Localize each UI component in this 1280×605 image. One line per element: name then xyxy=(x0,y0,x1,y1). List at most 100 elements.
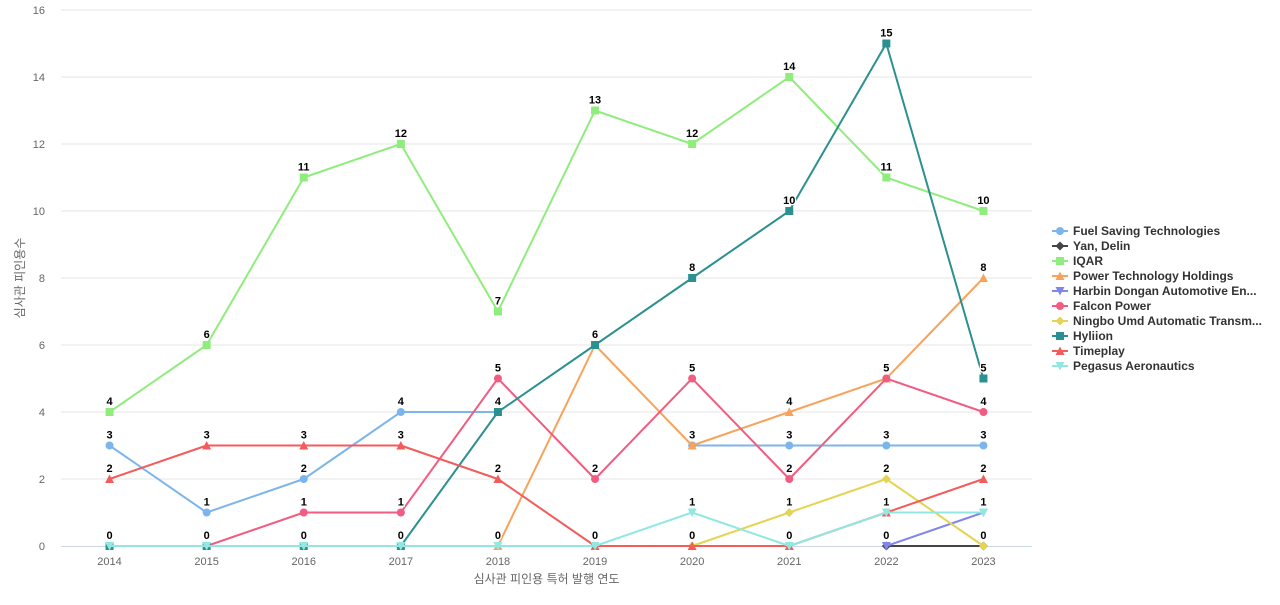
data-label: 5 xyxy=(689,363,695,375)
data-point xyxy=(882,173,891,182)
data-point xyxy=(785,73,794,81)
data-point xyxy=(299,475,308,483)
data-label: 3 xyxy=(398,430,404,442)
data-label: 1 xyxy=(301,497,307,509)
y-tick-label: 2 xyxy=(39,474,45,486)
data-label: 2 xyxy=(786,463,792,475)
data-point xyxy=(784,508,794,517)
data-point xyxy=(493,307,502,316)
data-point xyxy=(202,508,211,517)
legend-marker xyxy=(1055,271,1065,280)
y-tick-label: 0 xyxy=(39,541,45,553)
data-point xyxy=(784,407,794,416)
data-label: 7 xyxy=(495,296,501,308)
data-point xyxy=(979,441,988,450)
data-label: 0 xyxy=(689,530,695,542)
data-point xyxy=(202,542,212,551)
legend-label: IQAR xyxy=(1073,254,1103,268)
y-axis-title: 심사관 피인용수 xyxy=(13,238,27,319)
y-tick-label: 6 xyxy=(39,340,45,352)
legend-marker xyxy=(1056,332,1064,340)
legend-marker xyxy=(1055,316,1065,326)
legend-label: Harbin Dongan Automotive En... xyxy=(1073,284,1257,298)
legend-item-ningbo-umd-automatic-transm[interactable]: Ningbo Umd Automatic Transm... xyxy=(1052,314,1262,328)
legend-label: Yan, Delin xyxy=(1073,239,1130,253)
data-label: 4 xyxy=(786,396,793,408)
data-label: 10 xyxy=(783,195,795,207)
legend-label: Pegasus Aeronautics xyxy=(1073,359,1195,373)
series-line xyxy=(109,511,984,547)
legend-marker xyxy=(1056,302,1064,310)
data-label: 3 xyxy=(689,430,695,442)
data-point xyxy=(688,140,697,148)
data-label: 12 xyxy=(686,128,698,140)
legend-label: Power Technology Holdings xyxy=(1073,269,1234,283)
data-point xyxy=(688,274,697,282)
data-point xyxy=(299,508,308,517)
legend-marker xyxy=(1056,227,1064,235)
data-label: 1 xyxy=(204,497,210,509)
x-tick-label: 2018 xyxy=(486,556,510,568)
data-label: 3 xyxy=(786,430,792,442)
data-label: 0 xyxy=(398,530,404,542)
legend-marker xyxy=(1055,362,1065,371)
series-pegasus-aeronautics xyxy=(105,508,988,551)
data-point xyxy=(105,474,115,483)
data-point xyxy=(882,374,891,383)
series-timeplay xyxy=(105,441,988,550)
data-point xyxy=(978,273,988,282)
legend-item-timeplay[interactable]: Timeplay xyxy=(1052,344,1125,358)
x-axis-title: 심사관 피인용 특허 발행 연도 xyxy=(474,571,620,586)
series-falcon-power xyxy=(202,374,988,550)
y-tick-label: 12 xyxy=(33,139,45,151)
data-point xyxy=(396,542,406,551)
legend-marker xyxy=(1055,287,1065,296)
legend-marker xyxy=(1055,346,1065,355)
data-label: 0 xyxy=(980,530,986,542)
data-label: 0 xyxy=(883,530,889,542)
legend-item-pegasus-aeronautics[interactable]: Pegasus Aeronautics xyxy=(1052,359,1195,373)
series-iqar xyxy=(105,73,988,416)
data-label: 5 xyxy=(883,363,889,375)
data-point xyxy=(299,441,309,450)
data-point xyxy=(396,441,406,450)
data-label: 0 xyxy=(106,530,112,542)
legend-item-power-technology-holdings[interactable]: Power Technology Holdings xyxy=(1052,269,1234,283)
data-label: 4 xyxy=(398,396,405,408)
legend-item-iqar[interactable]: IQAR xyxy=(1052,254,1103,268)
y-axis-ticks: 0 2 4 6 8 10 12 14 16 xyxy=(33,5,45,553)
data-label: 5 xyxy=(980,363,986,375)
legend-item-fuel-saving-technologies[interactable]: Fuel Saving Technologies xyxy=(1052,224,1220,238)
data-label: 3 xyxy=(204,430,210,442)
x-tick-label: 2020 xyxy=(680,556,704,568)
series-hyliion xyxy=(105,39,988,550)
data-label: 12 xyxy=(395,128,407,140)
data-point xyxy=(493,474,503,483)
data-label: 0 xyxy=(786,530,792,542)
legend-item-harbin-dongan-automotive-en[interactable]: Harbin Dongan Automotive En... xyxy=(1052,284,1257,298)
legend-item-yan-delin[interactable]: Yan, Delin xyxy=(1052,239,1130,253)
data-point xyxy=(687,541,697,550)
data-point xyxy=(687,508,697,517)
x-axis-ticks: 2014 2015 2016 2017 2018 2019 2020 2021 2022 2023 xyxy=(97,556,995,568)
x-tick-label: 2016 xyxy=(292,556,316,568)
series-line xyxy=(108,411,984,514)
legend-marker xyxy=(1056,257,1064,265)
data-label: 2 xyxy=(106,463,112,475)
data-label: 1 xyxy=(980,497,986,509)
series-lines xyxy=(105,39,988,551)
legend-label: Falcon Power xyxy=(1073,299,1151,313)
data-point xyxy=(785,441,794,450)
data-label: 5 xyxy=(495,363,501,375)
data-label: 0 xyxy=(592,530,598,542)
legend-item-hyliion[interactable]: Hyliion xyxy=(1052,329,1113,343)
data-label: 11 xyxy=(298,162,310,174)
data-label: 4 xyxy=(106,396,113,408)
x-tick-label: 2014 xyxy=(97,556,121,568)
legend-item-falcon-power[interactable]: Falcon Power xyxy=(1052,299,1151,313)
data-point xyxy=(785,475,794,483)
y-tick-label: 10 xyxy=(33,206,45,218)
legend-marker xyxy=(1055,241,1065,251)
data-point xyxy=(493,408,502,416)
